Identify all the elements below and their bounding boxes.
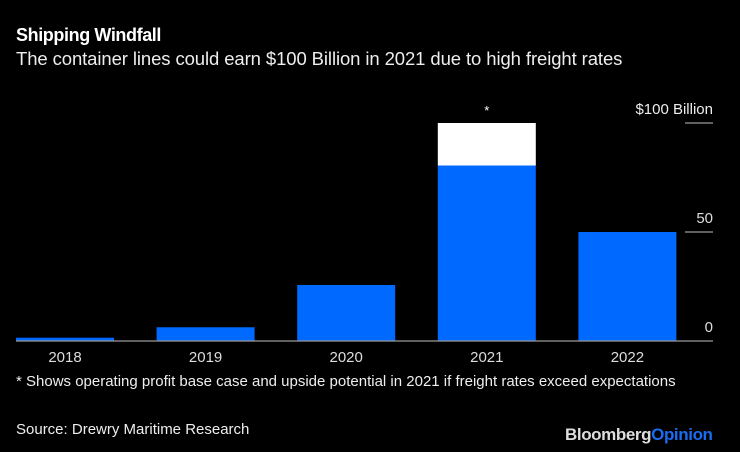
- x-tick-label: 2022: [611, 349, 644, 366]
- y-tick-label: $100 Billion: [635, 101, 713, 118]
- source-note: Source: Drewry Maritime Research: [16, 421, 250, 438]
- bar-chart: 2018 2019 2020 2021 2022 * $100 Billion 50 0: [16, 101, 713, 366]
- logo-bloomberg: Bloomberg: [565, 425, 652, 444]
- x-tick-label: 2020: [330, 349, 363, 366]
- bar-2019-base: [156, 327, 255, 341]
- footnote: * Shows operating profit base case and u…: [16, 373, 676, 390]
- bar-2021-base: [437, 165, 536, 341]
- bloomberg-opinion-logo: BloombergOpinion: [565, 425, 713, 445]
- y-tick-label: 0: [705, 319, 713, 336]
- logo-opinion: Opinion: [651, 425, 713, 444]
- annotation-asterisk: *: [484, 103, 489, 118]
- x-tick-label: 2021: [470, 349, 503, 366]
- bar-2018-base: [16, 337, 114, 341]
- x-tick-label: 2018: [48, 349, 81, 366]
- chart-title: Shipping Windfall: [16, 25, 162, 45]
- bar-2021-upside: [437, 123, 536, 166]
- y-tick-label: 50: [696, 210, 713, 227]
- chart-subtitle: The container lines could earn $100 Bill…: [16, 48, 623, 69]
- bar-2020-base: [297, 284, 396, 341]
- bar-2022-base: [578, 232, 677, 341]
- x-tick-label: 2019: [189, 349, 222, 366]
